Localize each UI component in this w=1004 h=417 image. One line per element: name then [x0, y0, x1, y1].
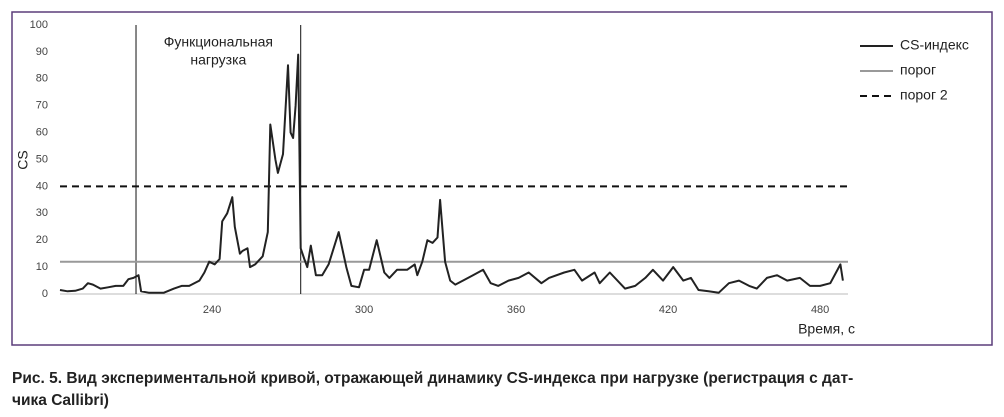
y-tick-label: 100	[30, 19, 48, 31]
annotation: нагрузка	[190, 52, 246, 68]
x-tick-label: 480	[811, 304, 829, 316]
annotation: Функциональная	[164, 34, 273, 50]
y-tick-label: 90	[36, 46, 48, 58]
y-tick-label: 80	[36, 73, 48, 85]
y-tick-label: 50	[36, 153, 48, 165]
y-label: CS	[15, 150, 31, 169]
legend-label: порог	[900, 62, 936, 78]
y-tick-label: 0	[42, 288, 48, 300]
legend-label: CS-индекс	[900, 37, 969, 53]
y-tick-label: 70	[36, 100, 48, 112]
y-tick-label: 10	[36, 261, 48, 273]
y-tick-label: 20	[36, 234, 48, 246]
series-line	[59, 53, 844, 294]
caption: Рис. 5. Вид экспериментальной кривой, от…	[12, 370, 853, 387]
y-tick-label: 30	[36, 207, 48, 219]
legend-label: порог 2	[900, 87, 948, 103]
x-tick-label: 300	[355, 304, 373, 316]
x-tick-label: 420	[659, 304, 677, 316]
caption: чика Callibri)	[12, 392, 109, 409]
y-tick-label: 40	[36, 180, 48, 192]
x-tick-label: 240	[203, 304, 221, 316]
x-tick-label: 360	[507, 304, 525, 316]
x-label: Время, с	[798, 321, 855, 337]
frame	[11, 11, 993, 346]
y-tick-label: 60	[36, 127, 48, 139]
